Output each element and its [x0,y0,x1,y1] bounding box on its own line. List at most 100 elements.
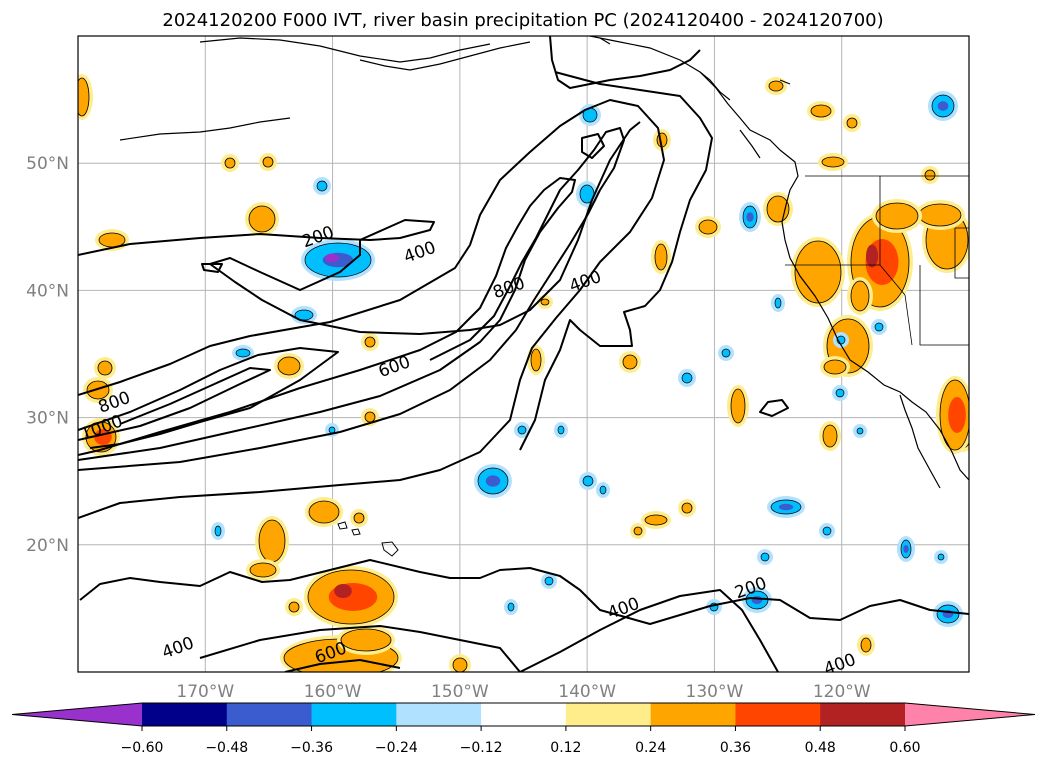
y-tick-label: 30°N [26,409,69,429]
ivt-contour [581,133,605,159]
x-tick-label: 150°W [431,682,489,702]
precip-positive-core [654,243,668,271]
colorbar-tick-label: −0.24 [375,740,418,756]
chart-title: 2024120200 F000 IVT, river basin precipi… [162,10,883,31]
precip-positive-core [924,169,936,181]
precip-negative-core [856,427,864,435]
coastline [699,71,761,159]
island-outline [351,528,361,536]
colorbar-bin [396,703,482,726]
precip-positive-core [97,360,113,376]
precip-positive-core [846,117,858,129]
island-outline [337,521,348,530]
precip-negative-peak [903,545,909,553]
precip-positive-core [277,356,301,376]
ivt-contour [759,399,789,417]
precip-negative-core [328,426,336,434]
precip-negative-core [507,602,515,612]
ivt-contour [78,99,665,519]
precip-positive-core [262,156,274,168]
ivt-contour [78,127,625,471]
ivt-contour [79,559,969,625]
precip-positive-core [530,348,542,372]
precip-positive-core [364,411,376,423]
precip-positive-core [810,104,832,118]
ivt-contour [78,367,271,441]
coastline [199,37,491,63]
precip-positive-core [766,195,790,223]
precip-negative-core [557,425,565,435]
precip-positive-core [644,514,668,526]
precip-negative-core [760,552,770,562]
precip-positive-core [364,336,376,348]
contour-label: 400 [567,267,604,297]
x-tick-label: 140°W [558,682,616,702]
precip-positive-core [258,519,286,563]
precip-positive-core [823,359,847,375]
colorbar-bin [565,703,652,726]
contour-label: 400 [159,633,196,663]
state-border [919,265,969,346]
precip-positive-core [768,80,784,92]
colorbar-tick-label: 0.24 [635,740,666,756]
contour-label: 600 [376,352,413,382]
colorbar-tick-label: 0.12 [550,740,581,756]
precip-negative-peak [778,503,794,511]
precip-positive-core [730,388,746,424]
colorbar-extend-high [905,703,1035,726]
ivt-contour [284,659,401,672]
ivt-contour [519,71,713,451]
precip-positive-core [633,526,643,536]
precip-positive-max [334,584,352,598]
ivt-contour [201,263,223,273]
x-tick-label: 120°W [813,682,871,702]
colorbar-bin [650,703,736,726]
precip-positive-core [86,380,110,400]
precip-negative-core [681,372,693,384]
precip-positive-core [918,203,962,227]
colorbar-bin [311,703,397,726]
x-tick-label: 170°W [176,682,234,702]
coastline [899,394,941,489]
precip-negative-max [325,253,339,263]
precip-positive-core [308,500,340,524]
precip-negative-peak [937,101,949,111]
precip-positive-core [249,562,277,578]
colorbar: −0.60 −0.48 −0.36 −0.24 −0.12 0.12 0.24 0.36 0.4… [11,702,1036,756]
colorbar-bin [142,703,228,726]
precip-positive-core [822,424,838,448]
precip-positive-core [78,77,90,117]
colorbar-tick-label: −0.48 [205,740,248,756]
colorbar-tick-label: −0.60 [121,740,164,756]
y-tick-label: 50°N [26,154,69,174]
precip-negative-peak [485,475,501,487]
precip-positive-core [875,202,919,230]
colorbar-tick-label: 0.36 [720,740,751,756]
precip-negative-core [774,297,782,309]
precip-positive-core [340,628,392,652]
precip-positive-peak [948,397,966,433]
precip-positive-core [681,502,693,514]
x-tick-label: 130°W [686,682,744,702]
y-tick-label: 20°N [26,536,69,556]
precip-positive-core [698,219,718,235]
colorbar-bin [226,703,313,726]
colorbar-bin [735,703,821,726]
colorbar-tick-label: −0.36 [290,740,333,756]
colorbar-tick-label: 0.60 [889,740,920,756]
precip-negative-core [582,475,594,487]
precip-negative-core [544,576,554,586]
axis-ticks: 170°W 160°W 150°W 140°W 130°W 120°W 50°N 40°N 30… [26,154,871,702]
precip-negative-core [835,388,845,398]
ivt-contour [78,121,641,335]
precip-positive-core [860,637,872,653]
coastline [119,117,291,141]
colorbar-tick-label: 0.48 [805,740,836,756]
precip-positive-core [850,280,870,312]
precip-negative-core [599,485,607,495]
ivt-contour [519,589,779,672]
colorbar-tick-label: −0.12 [460,740,503,756]
colorbar-bin [820,703,906,726]
